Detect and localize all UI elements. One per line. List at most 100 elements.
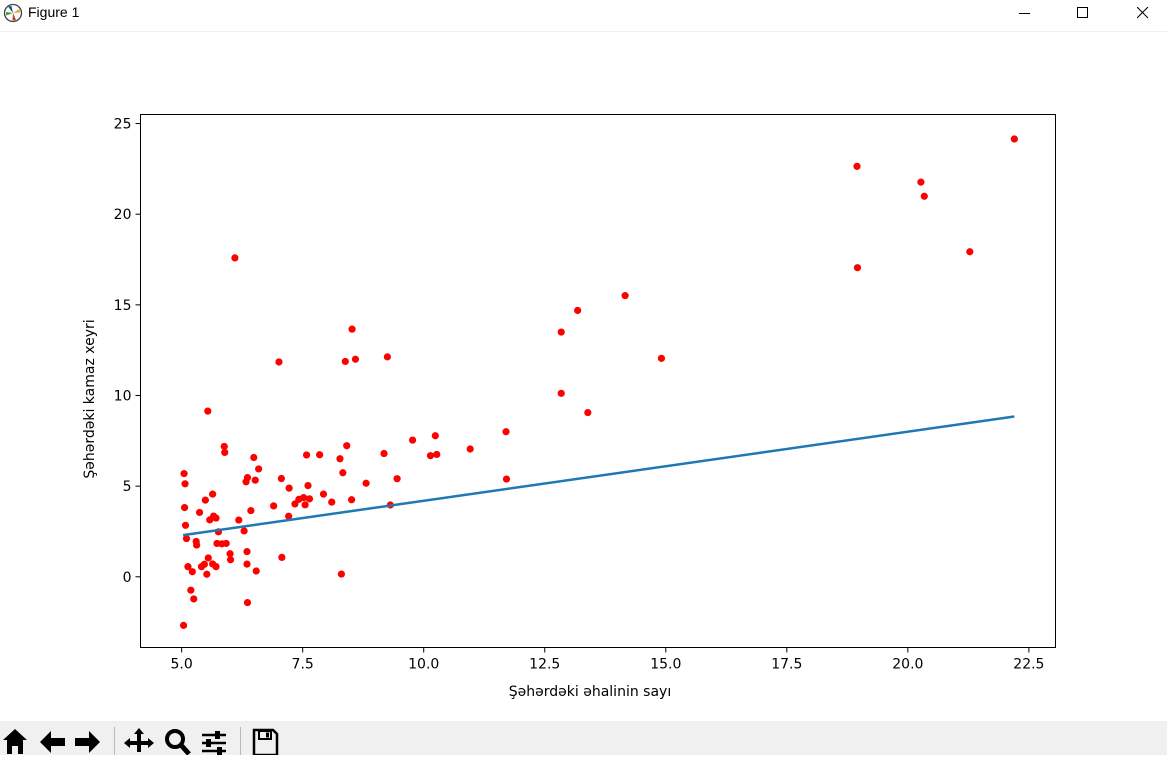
data-point — [300, 493, 308, 502]
fit-lines — [182, 415, 1015, 537]
toolbar-separator — [240, 727, 241, 755]
x-tick-label: 17.5 — [771, 657, 802, 673]
data-point — [341, 357, 349, 366]
data-point — [304, 482, 312, 490]
y-tick-label: 0 — [123, 570, 132, 586]
y-tick-label: 25 — [114, 117, 132, 133]
data-point — [621, 292, 629, 300]
x-tick-label: 22.5 — [1013, 657, 1044, 673]
x-tick-label: 7.5 — [292, 657, 314, 673]
pan-button[interactable] — [124, 724, 154, 755]
data-point — [305, 495, 314, 503]
x-tick-label: 12.5 — [529, 657, 560, 673]
data-point — [917, 178, 925, 186]
data-point — [270, 502, 278, 510]
data-point — [201, 496, 209, 504]
data-point — [180, 503, 189, 512]
data-point — [190, 595, 198, 603]
data-point — [584, 408, 592, 417]
minimize-icon — [1019, 13, 1030, 14]
data-point — [433, 450, 441, 459]
data-point — [502, 475, 511, 483]
figure-canvas[interactable]: 5.0 7.5 10.0 12.5 15.0 17.5 20.0 22.5 0 5 10 15 20 2… — [0, 32, 1167, 721]
window-title: Figure 1 — [28, 4, 80, 20]
forward-button[interactable] — [73, 724, 103, 755]
data-point — [380, 449, 388, 458]
data-point — [466, 445, 474, 453]
minimize-button[interactable] — [1002, 0, 1048, 27]
data-point — [336, 455, 344, 463]
forward-icon — [75, 731, 100, 753]
regression-line — [182, 415, 1015, 537]
back-button[interactable] — [37, 724, 67, 755]
data-point — [343, 442, 351, 450]
configure-subplots-button[interactable] — [199, 724, 229, 755]
data-point — [221, 448, 229, 457]
data-point — [200, 560, 209, 568]
data-point — [182, 534, 191, 543]
data-point — [337, 570, 346, 578]
data-point — [502, 428, 510, 436]
data-point — [203, 570, 211, 578]
matplotlib-logo-icon — [3, 3, 23, 23]
data-point — [657, 354, 666, 362]
data-point — [243, 598, 252, 607]
data-point — [348, 325, 356, 333]
home-button[interactable] — [0, 724, 30, 755]
save-icon — [252, 728, 279, 757]
data-point — [920, 192, 928, 200]
data-point — [393, 475, 401, 483]
home-icon — [3, 729, 27, 754]
zoom-icon — [165, 729, 191, 756]
back-icon — [40, 731, 65, 753]
data-point — [557, 328, 565, 336]
data-point — [966, 248, 974, 256]
data-point — [251, 476, 259, 484]
data-point — [231, 254, 239, 262]
data-point — [255, 465, 263, 473]
maximize-icon — [1077, 7, 1088, 18]
x-axis-label: Şəhərdəki əhalinin sayı — [509, 684, 671, 700]
data-point — [226, 556, 235, 564]
scatter-points — [179, 135, 1018, 629]
data-point — [853, 264, 862, 272]
data-point — [275, 358, 283, 366]
close-icon — [1137, 7, 1149, 19]
save-button[interactable] — [250, 724, 280, 757]
maximize-button[interactable] — [1060, 0, 1106, 27]
data-point — [328, 498, 336, 506]
data-point — [247, 507, 255, 515]
data-point — [302, 451, 311, 459]
close-button[interactable] — [1120, 0, 1166, 27]
data-point — [193, 541, 201, 549]
y-tick-label: 20 — [114, 207, 132, 223]
zoom-button[interactable] — [162, 724, 192, 756]
data-point — [853, 162, 861, 170]
data-point — [212, 563, 220, 571]
data-point — [212, 514, 220, 522]
data-point — [383, 353, 392, 361]
y-tick-label: 5 — [123, 479, 132, 495]
data-point — [179, 621, 188, 629]
data-point — [243, 560, 251, 568]
data-point — [252, 567, 260, 575]
data-point — [243, 474, 252, 482]
data-point — [339, 469, 347, 477]
data-point — [195, 508, 204, 517]
data-point — [180, 470, 188, 478]
data-point — [574, 306, 582, 315]
x-tick-label: 10.0 — [408, 657, 439, 673]
data-point — [351, 355, 360, 363]
data-point — [278, 553, 286, 561]
x-axis: 5.0 7.5 10.0 12.5 15.0 17.5 20.0 22.5 — [171, 647, 1044, 673]
pan-icon — [124, 728, 154, 752]
data-point — [301, 501, 309, 509]
data-point — [316, 451, 324, 459]
data-point — [188, 568, 196, 576]
data-point — [250, 453, 258, 462]
data-point — [184, 563, 192, 571]
data-point — [319, 490, 328, 498]
data-point — [243, 547, 251, 556]
data-point — [187, 586, 195, 594]
navigation-toolbar — [0, 721, 1167, 757]
